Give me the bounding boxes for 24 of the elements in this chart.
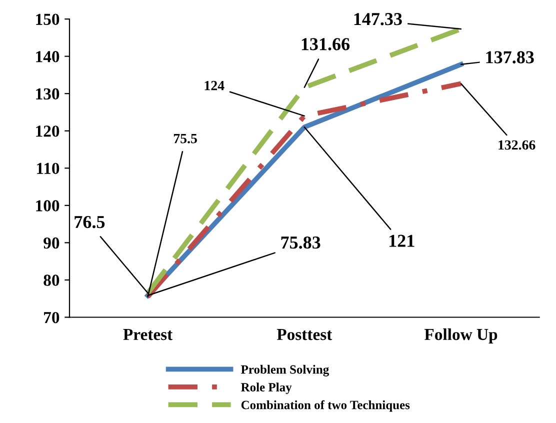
y-tick-label: 120 — [36, 126, 60, 137]
y-tick-label: 140 — [36, 51, 60, 62]
y-tick-label: 70 — [44, 312, 60, 324]
y-tick-label: 150 — [36, 14, 60, 25]
annotation: 75.5 — [174, 134, 197, 144]
x-tick-label: Posttest — [276, 329, 332, 340]
legend-label: Problem Solving — [241, 364, 329, 376]
legend-label: Combination of two Techniques — [241, 400, 410, 412]
annotation: 124 — [204, 80, 224, 90]
annotation: 132.66 — [498, 140, 536, 150]
y-tick-label: 80 — [44, 274, 60, 286]
annotation: 75.83 — [281, 236, 320, 249]
annotation: 131.66 — [302, 38, 350, 50]
legend-label: Role Play — [241, 382, 292, 394]
annotation: 147.33 — [354, 13, 402, 26]
y-tick-label: 90 — [44, 237, 60, 249]
y-tick-label: 110 — [37, 162, 60, 174]
x-tick-label: Follow Up — [424, 328, 498, 344]
annotation: 137.83 — [486, 51, 534, 64]
annotation: 76.5 — [74, 216, 105, 228]
annotation: 121 — [390, 234, 414, 247]
y-tick-label: 100 — [36, 200, 60, 212]
x-tick-label: Pretest — [123, 329, 173, 340]
y-tick-label: 130 — [36, 88, 60, 100]
